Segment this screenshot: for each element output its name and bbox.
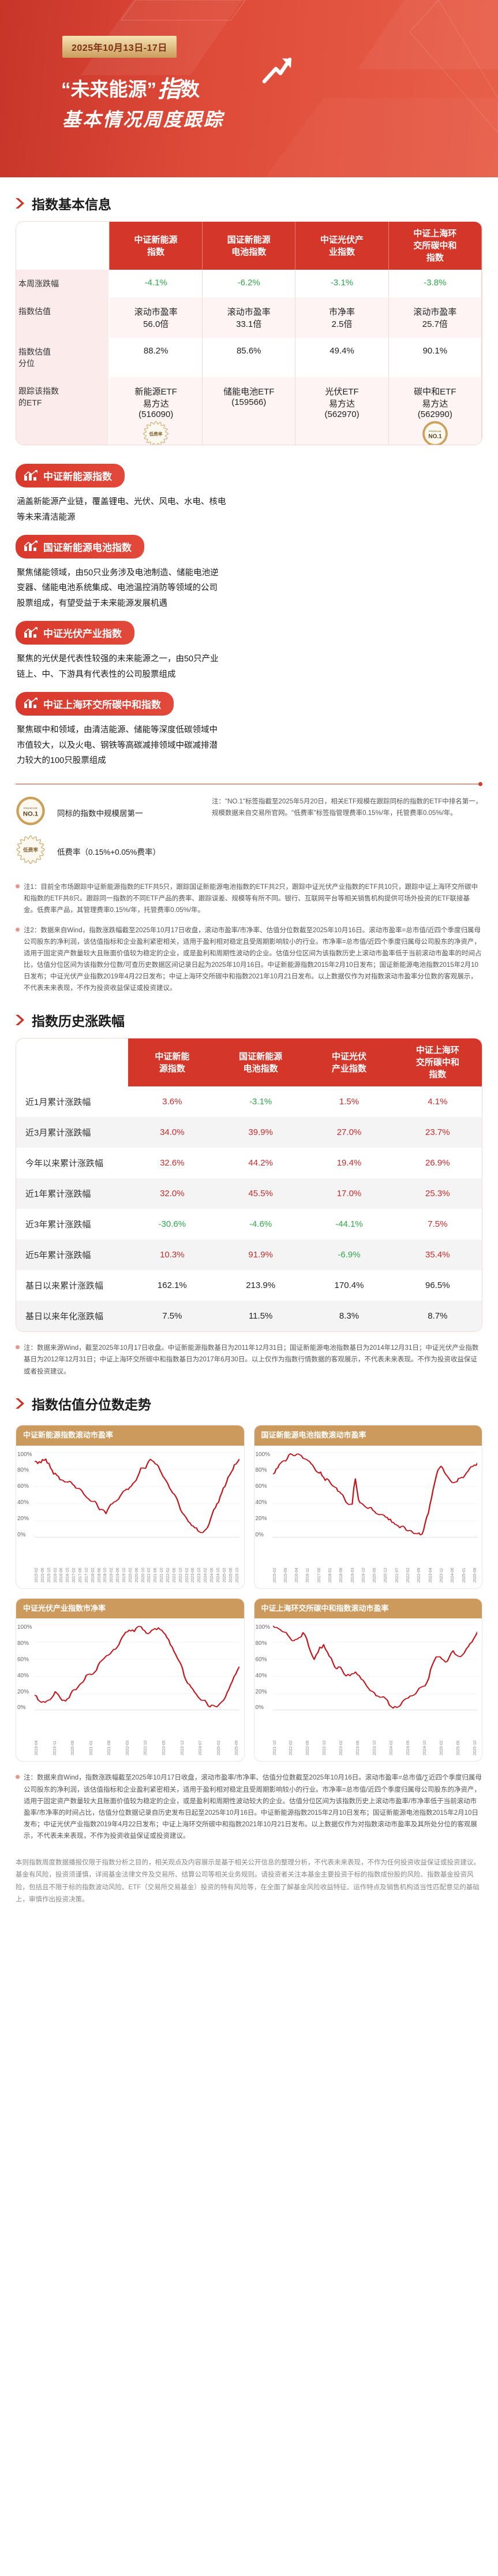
svg-text:NO.1: NO.1 [23, 811, 38, 818]
svg-text:PREMIUM: PREMIUM [24, 807, 38, 810]
svg-text:PREMIUM: PREMIUM [429, 430, 441, 433]
svg-text:NO.1: NO.1 [428, 434, 442, 440]
svg-text:低费率: 低费率 [23, 847, 38, 853]
svg-text:低费率: 低费率 [149, 431, 163, 437]
